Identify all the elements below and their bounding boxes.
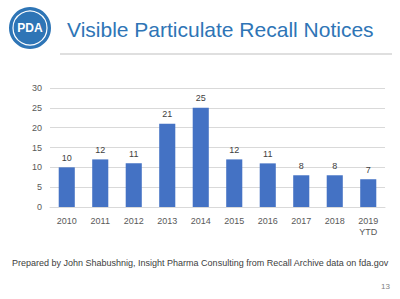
- svg-text:25: 25: [32, 103, 42, 113]
- svg-text:5: 5: [37, 182, 42, 192]
- svg-text:8: 8: [299, 161, 304, 171]
- svg-text:12: 12: [229, 145, 239, 155]
- svg-text:30: 30: [32, 83, 42, 93]
- svg-text:2019: 2019: [358, 216, 378, 226]
- svg-text:Visible Particulate Recall Not: Visible Particulate Recall Notices: [67, 18, 374, 41]
- svg-text:PDA: PDA: [17, 21, 43, 35]
- svg-text:YTD: YTD: [359, 227, 378, 237]
- svg-text:21: 21: [162, 109, 172, 119]
- svg-text:20: 20: [32, 123, 42, 133]
- svg-text:2014: 2014: [191, 216, 211, 226]
- svg-text:12: 12: [95, 145, 105, 155]
- svg-text:2013: 2013: [157, 216, 177, 226]
- svg-text:2011: 2011: [91, 216, 110, 226]
- svg-text:15: 15: [32, 143, 42, 153]
- svg-text:2015: 2015: [224, 216, 244, 226]
- svg-text:25: 25: [196, 93, 206, 103]
- svg-text:2017: 2017: [291, 216, 311, 226]
- svg-text:7: 7: [366, 165, 371, 175]
- svg-text:11: 11: [263, 149, 272, 159]
- svg-text:11: 11: [129, 149, 138, 159]
- svg-text:13: 13: [381, 282, 390, 291]
- svg-text:2018: 2018: [325, 216, 345, 226]
- svg-text:2012: 2012: [124, 216, 144, 226]
- svg-text:Prepared by John Shabushnig, I: Prepared by John Shabushnig, Insight Pha…: [12, 258, 389, 268]
- svg-text:8: 8: [332, 161, 337, 171]
- svg-text:0: 0: [37, 202, 42, 212]
- svg-text:2016: 2016: [258, 216, 278, 226]
- svg-text:2010: 2010: [57, 216, 77, 226]
- svg-text:10: 10: [62, 153, 72, 163]
- svg-text:10: 10: [32, 162, 42, 172]
